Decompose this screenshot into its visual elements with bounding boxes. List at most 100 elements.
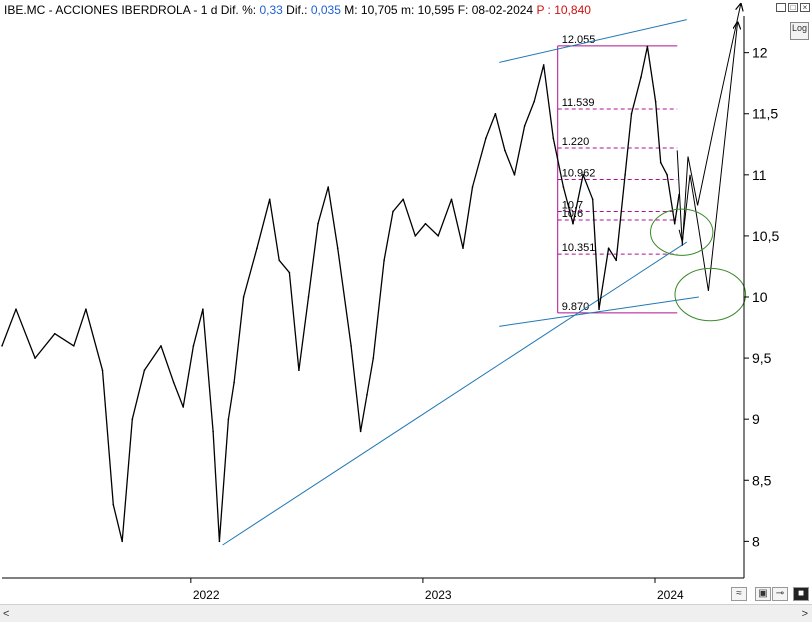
price-point bbox=[227, 418, 230, 420]
price-point bbox=[143, 369, 146, 372]
price-point bbox=[471, 186, 474, 188]
price-point bbox=[121, 540, 123, 543]
price-point bbox=[298, 369, 300, 372]
y-tick-label: 12 bbox=[752, 45, 768, 61]
price-point bbox=[34, 357, 36, 359]
x-tick-label: 2022 bbox=[193, 588, 220, 602]
y-tick-label: 10 bbox=[752, 289, 768, 305]
fibonacci-retracement: 12.05511.5391.22010.96210.710.610.3519.8… bbox=[557, 34, 678, 314]
x-tick-label: 2023 bbox=[425, 588, 452, 602]
scroll-right-button[interactable]: > bbox=[801, 608, 808, 620]
price-point bbox=[485, 137, 487, 139]
price-point bbox=[450, 198, 453, 201]
price-point bbox=[218, 540, 221, 543]
fib-level-label: 10.351 bbox=[562, 242, 596, 254]
price-point bbox=[402, 198, 405, 201]
projection-paths bbox=[649, 4, 747, 322]
price-point bbox=[607, 247, 610, 249]
price-point bbox=[307, 296, 310, 298]
price-point bbox=[494, 112, 497, 115]
window-buttons: _ □ × bbox=[776, 3, 810, 12]
price-point bbox=[582, 174, 584, 176]
minimize-icon[interactable]: _ bbox=[776, 3, 786, 12]
price-point bbox=[424, 222, 427, 225]
max-value: 10,705 bbox=[360, 3, 398, 17]
pin-icon[interactable]: ⊸ bbox=[772, 587, 788, 601]
fib-level-label: 11.539 bbox=[562, 97, 595, 109]
fib-level-label: 9.870 bbox=[562, 301, 590, 313]
min-label: m: bbox=[400, 3, 415, 17]
price-point bbox=[366, 393, 368, 396]
price-point bbox=[383, 259, 385, 262]
price-point bbox=[552, 137, 555, 139]
horizontal-scrollbar[interactable]: < > bbox=[0, 604, 812, 622]
price-point bbox=[131, 418, 134, 420]
scroll-left-button[interactable]: < bbox=[3, 608, 10, 620]
price-point bbox=[85, 308, 87, 311]
dif-pct-label: Dif. %: bbox=[220, 3, 257, 17]
dif-pct-value: 0,33 bbox=[259, 3, 283, 17]
price-point bbox=[172, 381, 175, 384]
price-point bbox=[53, 332, 56, 335]
price-point bbox=[192, 345, 195, 347]
price-point bbox=[673, 222, 676, 225]
price-point bbox=[202, 308, 204, 311]
price-label: P : bbox=[536, 3, 551, 17]
symbol-name: IBE.MC - ACCIONES IBERDROLA bbox=[4, 3, 191, 17]
price-point bbox=[112, 503, 115, 506]
axes: 12 11,5 11 10,5 10 9,5 9 8,5 8 2022 2023 2024 bbox=[2, 16, 779, 602]
log-scale-button[interactable]: Log bbox=[790, 22, 809, 40]
price-point bbox=[327, 186, 329, 188]
dif-label: Dif.: bbox=[286, 3, 308, 17]
save-icon[interactable]: ▣ bbox=[755, 587, 771, 601]
price-point bbox=[654, 100, 657, 103]
dif-value: 0,035 bbox=[310, 3, 341, 17]
y-tick-label: 8 bbox=[752, 533, 760, 549]
price-point bbox=[640, 76, 642, 78]
price-point bbox=[504, 149, 506, 152]
price-point bbox=[437, 235, 439, 237]
price-point bbox=[523, 125, 526, 127]
price-point bbox=[646, 45, 649, 48]
fib-level-label: 10.6 bbox=[562, 208, 583, 220]
price-point bbox=[624, 174, 626, 176]
price-point bbox=[572, 222, 574, 225]
price-point bbox=[562, 186, 565, 188]
price-point bbox=[278, 259, 281, 262]
price-point bbox=[615, 259, 618, 262]
price-point bbox=[317, 222, 319, 225]
price-point bbox=[533, 100, 535, 103]
wave-tool-icon[interactable]: ≈ bbox=[731, 587, 747, 601]
close-icon[interactable]: × bbox=[800, 3, 810, 12]
price-value: 10,840 bbox=[554, 3, 591, 17]
trendline bbox=[222, 241, 688, 546]
price-point bbox=[160, 345, 162, 347]
price-point bbox=[630, 112, 633, 115]
projection-path bbox=[676, 4, 741, 246]
price-point bbox=[414, 235, 417, 237]
trendline bbox=[499, 296, 699, 327]
dark-square-icon[interactable]: ■ bbox=[793, 587, 809, 601]
min-value: 10,595 bbox=[417, 3, 455, 17]
price-point bbox=[242, 296, 245, 298]
maximize-icon[interactable]: □ bbox=[788, 3, 798, 12]
price-point bbox=[542, 64, 545, 66]
price-point bbox=[359, 430, 362, 433]
price-point bbox=[659, 161, 662, 164]
y-tick-label: 11,5 bbox=[752, 106, 778, 122]
target-ellipse bbox=[674, 267, 747, 322]
date-value: 08-02-2024 bbox=[471, 3, 534, 17]
price-point bbox=[182, 406, 185, 408]
target-ellipse bbox=[649, 208, 714, 256]
price-point bbox=[513, 174, 516, 176]
price-point bbox=[372, 357, 375, 359]
price-point bbox=[288, 271, 291, 274]
fib-level-label: 1.220 bbox=[562, 136, 590, 148]
trendlines bbox=[222, 19, 699, 546]
fib-level-label: 10.962 bbox=[562, 167, 596, 179]
y-tick-label: 8,5 bbox=[752, 472, 772, 488]
price-point bbox=[350, 345, 352, 347]
price-point bbox=[462, 247, 464, 249]
